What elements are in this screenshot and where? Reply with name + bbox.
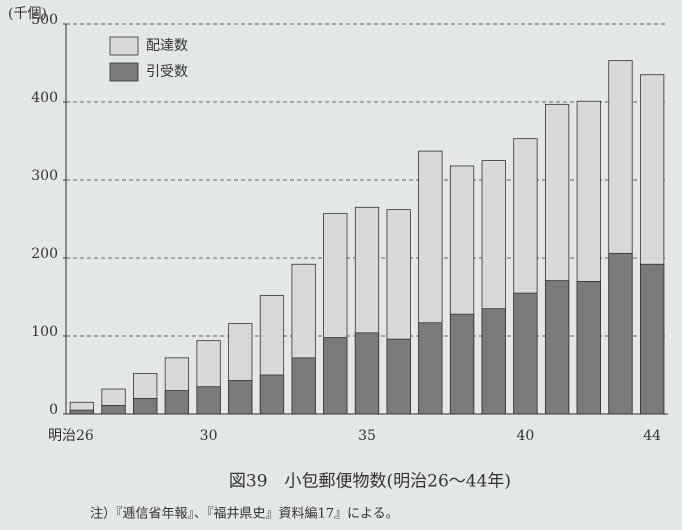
bar [418, 322, 443, 415]
bar [228, 380, 253, 415]
x-tick-label: 44 [643, 428, 661, 444]
x-tick-label: 明治26 [48, 428, 94, 444]
bar [640, 263, 665, 415]
bar [164, 390, 190, 415]
y-tick-label: 300 [31, 168, 58, 184]
y-tick-label: 100 [31, 324, 58, 340]
bar [481, 308, 506, 415]
y-tick-label: 200 [31, 246, 58, 262]
y-unit: (千個) [8, 6, 47, 22]
bar [133, 397, 158, 415]
bar [354, 332, 380, 415]
bar [544, 280, 570, 415]
bar [513, 292, 538, 415]
bar [101, 405, 126, 415]
bar [69, 409, 94, 415]
bar [291, 357, 316, 415]
x-tick-label: 35 [358, 428, 376, 444]
x-tick-label: 40 [517, 428, 535, 444]
legend-label: 引受数 [146, 64, 188, 80]
y-tick-label: 400 [31, 90, 58, 106]
note: 注）『逓信省年報』、『福井県史』資料編17』による。 [90, 506, 399, 522]
bar [259, 374, 285, 415]
legend-swatch [109, 36, 139, 56]
bar [323, 337, 348, 415]
legend-swatch [109, 62, 139, 82]
bar [196, 386, 221, 415]
bar [449, 313, 475, 415]
legend-label: 配達数 [146, 38, 188, 54]
bar [608, 252, 633, 415]
bar [386, 338, 411, 415]
x-tick-label: 30 [200, 428, 218, 444]
bar [576, 280, 601, 415]
y-tick-label: 500 [31, 12, 58, 28]
chart-title: 図39 小包郵便物数(明治26～44年) [229, 472, 511, 492]
y-tick-label: 0 [49, 402, 58, 418]
